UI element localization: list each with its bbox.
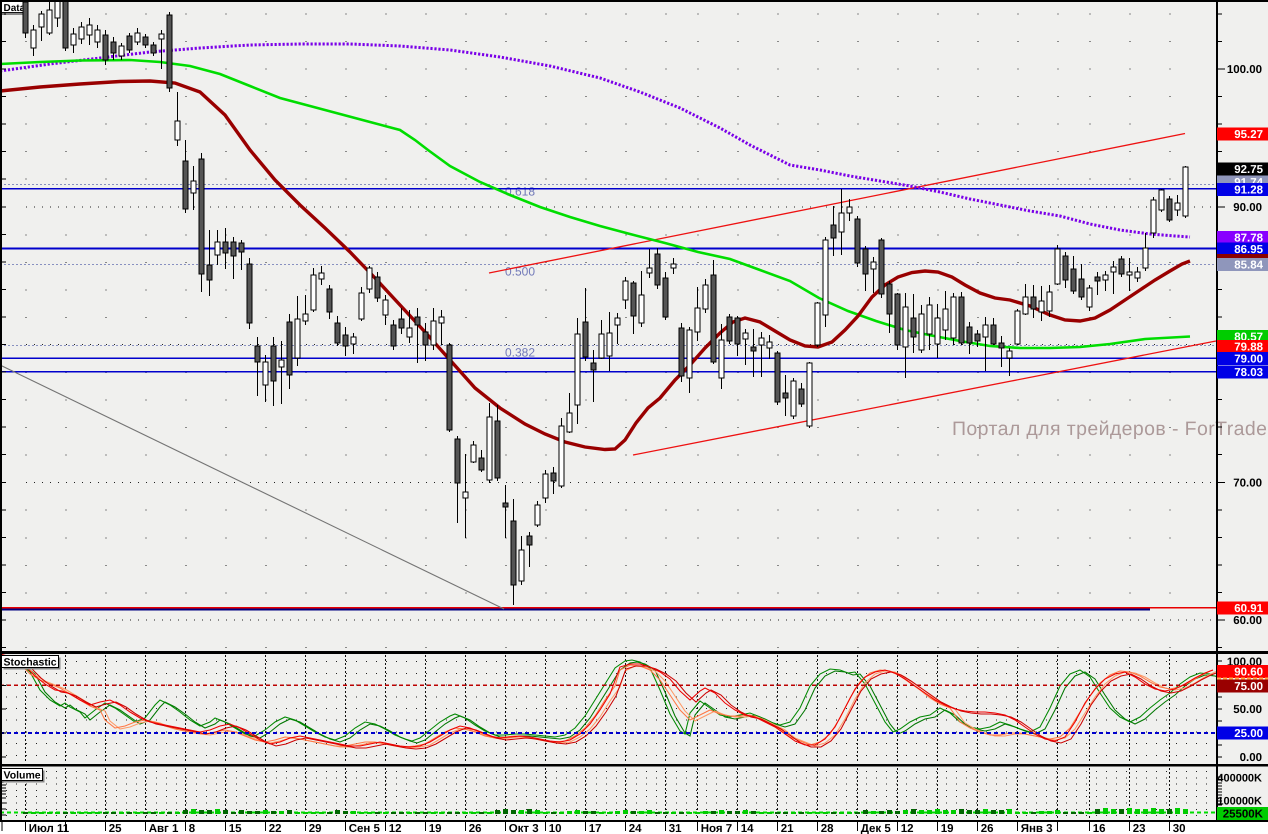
svg-text:26: 26 [981,823,994,834]
svg-text:100.00: 100.00 [1227,64,1262,76]
svg-text:Авг 1: Авг 1 [149,823,179,834]
svg-text:Volume: Volume [4,770,41,782]
svg-text:19: 19 [429,823,442,834]
svg-text:79.88: 79.88 [1234,342,1263,354]
svg-text:15: 15 [229,823,242,834]
svg-text:23: 23 [1133,823,1146,834]
svg-text:Stochastic: Stochastic [4,657,57,669]
svg-text:12: 12 [901,823,914,834]
svg-text:0.382: 0.382 [505,346,535,360]
svg-text:91.28: 91.28 [1234,185,1263,197]
svg-text:78.03: 78.03 [1234,367,1263,379]
svg-text:25: 25 [109,823,122,834]
svg-text:100000K: 100000K [1217,796,1262,808]
svg-text:Портал для трейдеров - ForTrad: Портал для трейдеров - ForTrader.ru [952,418,1268,440]
svg-text:90.00: 90.00 [1233,202,1262,214]
svg-text:95.27: 95.27 [1234,129,1263,141]
svg-text:Янв 3: Янв 3 [1021,823,1053,834]
svg-text:50.00: 50.00 [1233,704,1262,716]
svg-text:90.60: 90.60 [1234,667,1263,679]
svg-text:19: 19 [941,823,954,834]
svg-text:Сен 5: Сен 5 [349,823,381,834]
svg-text:26: 26 [469,823,482,834]
svg-text:Окт 3: Окт 3 [509,823,539,834]
svg-text:24: 24 [629,823,642,834]
svg-text:Июл 11: Июл 11 [29,823,70,834]
svg-text:79.00: 79.00 [1234,353,1263,365]
svg-text:22: 22 [269,823,282,834]
svg-text:29: 29 [309,823,322,834]
svg-text:0.00: 0.00 [1240,752,1262,764]
svg-text:400000K: 400000K [1217,773,1262,785]
svg-text:Ноя 7: Ноя 7 [701,823,732,834]
svg-text:92.75: 92.75 [1234,164,1263,176]
svg-text:0.618: 0.618 [505,185,535,199]
svg-text:10: 10 [549,823,562,834]
svg-text:14: 14 [741,823,754,834]
svg-text:12: 12 [389,823,402,834]
svg-text:Data: Data [4,3,26,14]
svg-text:75.00: 75.00 [1234,681,1263,693]
svg-text:Дек 5: Дек 5 [861,823,892,834]
svg-text:85.84: 85.84 [1234,260,1263,272]
svg-text:25.00: 25.00 [1234,728,1263,740]
svg-text:60.91: 60.91 [1234,603,1263,615]
svg-text:87.78: 87.78 [1234,232,1263,244]
svg-text:31: 31 [669,823,682,834]
svg-text:17: 17 [589,823,602,834]
svg-text:8: 8 [189,823,196,834]
svg-text:86.95: 86.95 [1234,244,1263,256]
svg-text:25500K: 25500K [1223,809,1264,821]
svg-text:60.00: 60.00 [1233,615,1262,627]
svg-text:70.00: 70.00 [1233,477,1262,489]
svg-text:21: 21 [781,823,794,834]
svg-text:28: 28 [821,823,834,834]
svg-text:30: 30 [1173,823,1186,834]
svg-text:16: 16 [1093,823,1106,834]
